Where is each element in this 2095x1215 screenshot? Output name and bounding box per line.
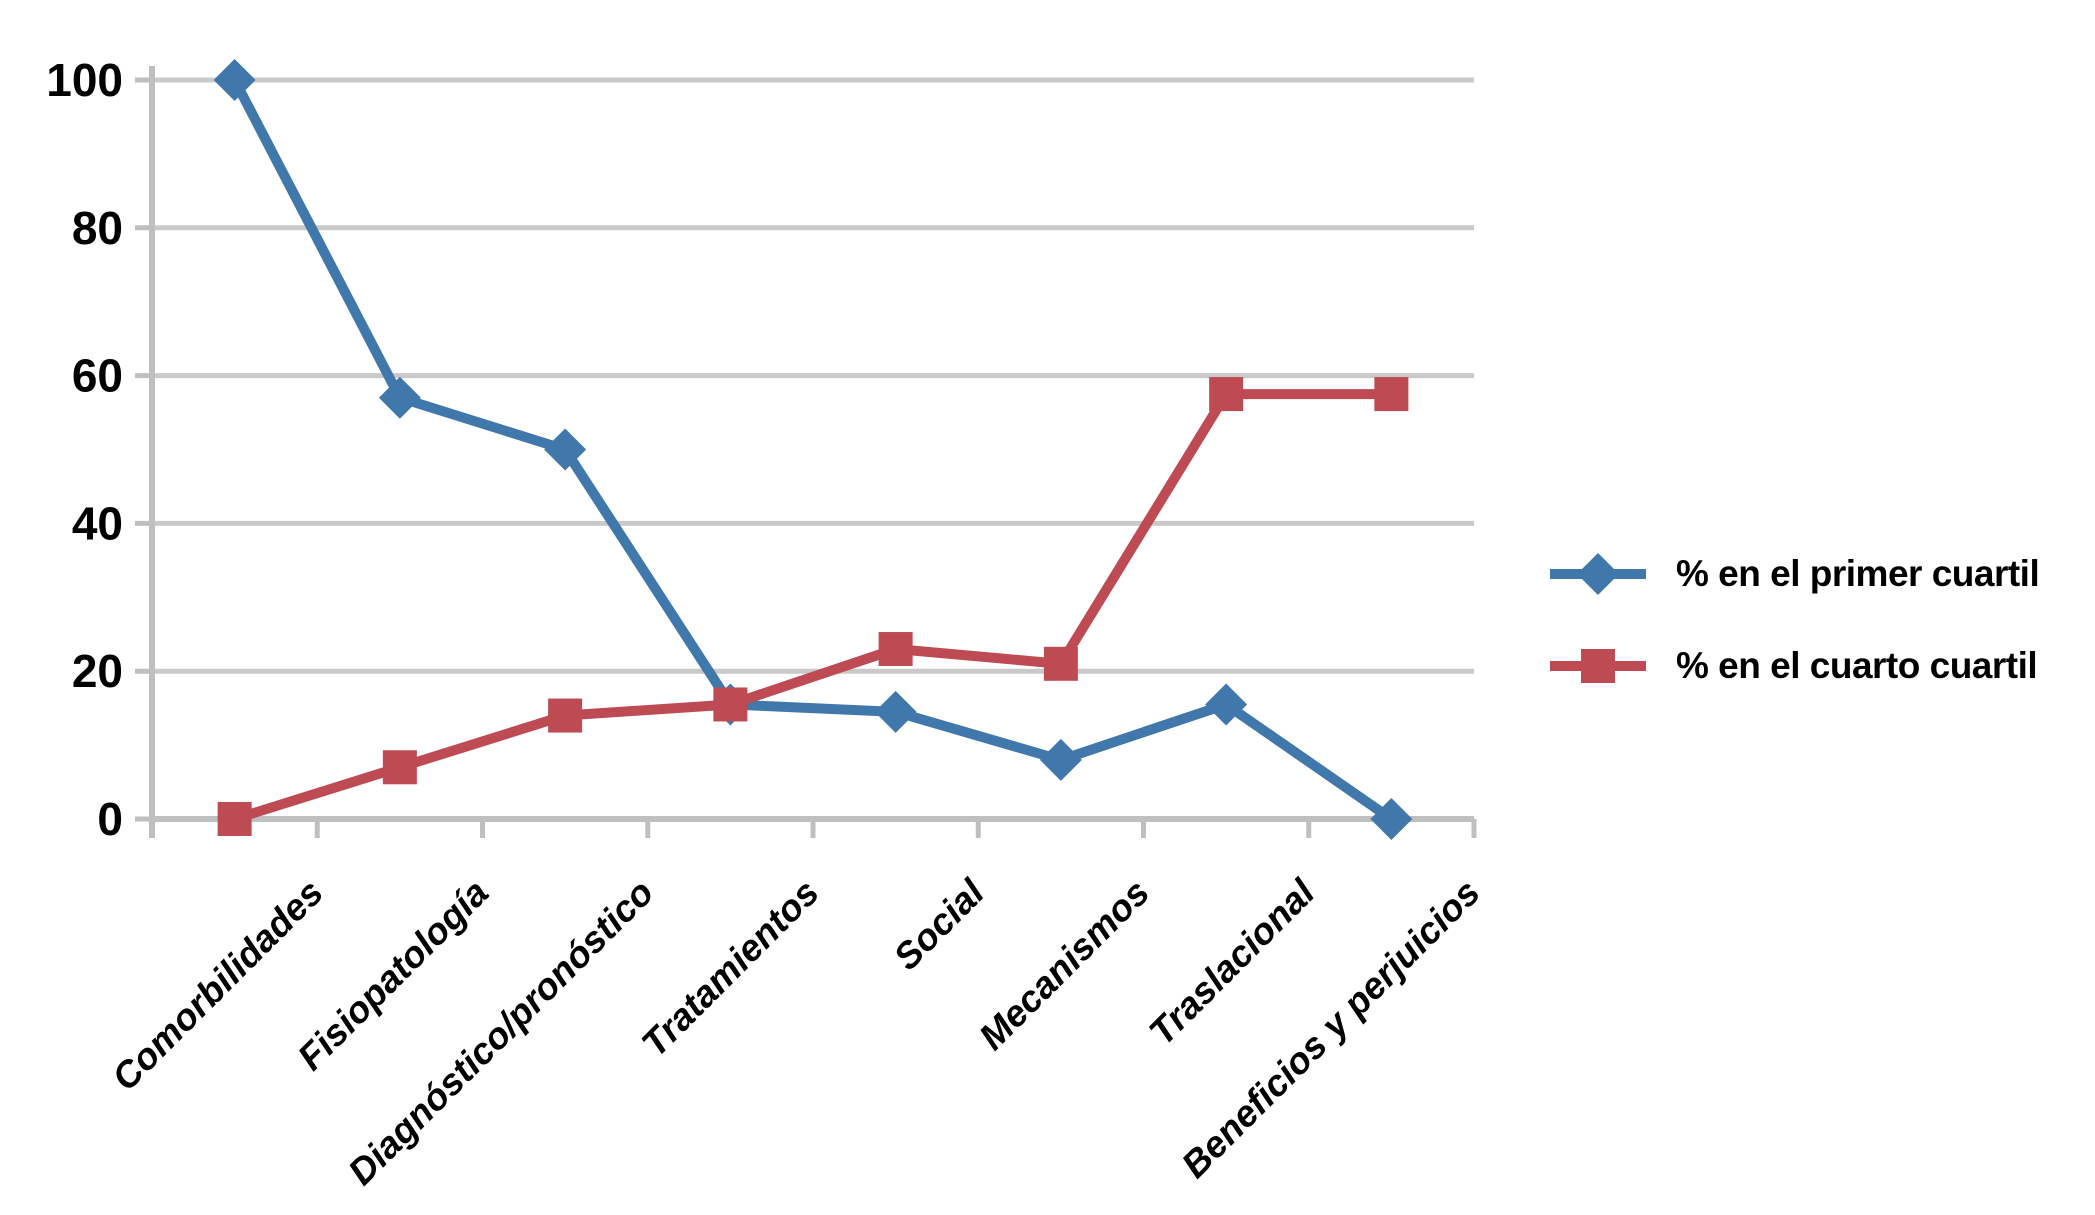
marker-square-s1-p3 bbox=[713, 687, 748, 722]
marker-diamond-s0-p5 bbox=[1039, 738, 1082, 781]
marker-diamond-s0-p1 bbox=[378, 376, 421, 419]
y-axis-label-20: 20 bbox=[72, 645, 123, 697]
legend-marker-diamond-icon bbox=[1550, 553, 1646, 595]
y-axis-label-80: 80 bbox=[72, 202, 123, 254]
legend-label-primer-cuartil: % en el primer cuartil bbox=[1676, 553, 2040, 594]
x-axis-label-4: Tratamientos bbox=[634, 872, 827, 1065]
y-axis-label-100: 100 bbox=[46, 54, 123, 106]
x-axis-label-3: Diagnóstico/pronóstico bbox=[340, 872, 661, 1193]
marker-square-s1-p5 bbox=[1043, 646, 1078, 681]
marker-diamond-s0-p4 bbox=[874, 690, 917, 733]
x-axis-label-7: Traslacional bbox=[1141, 871, 1323, 1053]
x-axis-label-5: Social bbox=[886, 871, 993, 978]
marker-square-s1-p7 bbox=[1374, 377, 1409, 412]
marker-diamond-s0-p6 bbox=[1205, 683, 1248, 726]
marker-diamond-s0-p7 bbox=[1370, 798, 1413, 840]
marker-square-s1-p1 bbox=[382, 750, 417, 785]
x-axis-label-6: Mecanismos bbox=[971, 872, 1157, 1058]
series-line-1 bbox=[229, 389, 1397, 824]
marker-square-s1-p6 bbox=[1209, 377, 1244, 412]
y-axis-label-40: 40 bbox=[72, 497, 123, 549]
legend: % en el primer cuartil % en el cuarto cu… bbox=[1548, 534, 2040, 706]
legend-item-primer-cuartil: % en el primer cuartil bbox=[1548, 534, 2040, 614]
marker-square-s1-p2 bbox=[548, 698, 583, 733]
y-axis-label-60: 60 bbox=[72, 350, 123, 402]
series-line-0 bbox=[229, 75, 1397, 824]
y-axis-label-0: 0 bbox=[97, 793, 123, 845]
marker-square-s1-p4 bbox=[878, 632, 913, 667]
marker-diamond-s0-p2 bbox=[544, 428, 587, 471]
legend-item-cuarto-cuartil: % en el cuarto cuartil bbox=[1548, 626, 2039, 706]
legend-marker-square-icon bbox=[1550, 649, 1646, 683]
legend-label-cuarto-cuartil: % en el cuarto cuartil bbox=[1676, 645, 2038, 686]
marker-square-s1-p0 bbox=[217, 802, 252, 836]
marker-diamond-s0-p0 bbox=[213, 59, 256, 101]
x-axis-label-1: Comorbilidades bbox=[104, 872, 331, 1099]
x-axis-label-8: Beneficios y perjuicios bbox=[1174, 872, 1488, 1186]
